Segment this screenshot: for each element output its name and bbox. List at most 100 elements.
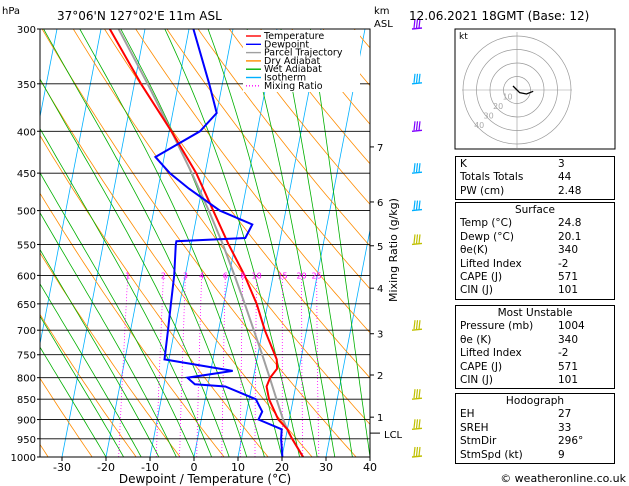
legend-entry: Dewpoint: [264, 39, 309, 50]
credit: © weatheronline.co.uk: [500, 472, 626, 485]
dry-adiabat-line: [72, 29, 370, 425]
temperature-tick-label: -30: [53, 461, 71, 474]
pressure-tick-label: 950: [17, 435, 36, 446]
wet-adiabat-line: [79, 29, 265, 457]
pressure-tick-label: 650: [17, 300, 36, 311]
wind-barb-flag: [413, 234, 416, 244]
mixing-ratio-line: [254, 275, 257, 457]
wind-barb-flag: [418, 234, 421, 244]
unstable-row: Pressure (mb) 1004: [460, 320, 585, 333]
wet-adiabat-line: [207, 29, 318, 457]
mixing-ratio-label: 20: [296, 271, 306, 280]
wind-barb-flag: [413, 163, 416, 173]
hodograph-ring-label: 40: [474, 121, 484, 130]
hodograph-ring-label: 20: [493, 102, 503, 111]
unstable-row: Lifted Index -2: [460, 347, 569, 360]
wet-adiabat-line: [246, 29, 336, 457]
wind-barb-flag: [415, 234, 419, 244]
pressure-tick-label: 400: [17, 127, 36, 138]
surface-row: θe(K) 340: [460, 244, 579, 257]
index-row-totals: Totals Totals 44: [460, 171, 572, 184]
wind-barb-staff: [411, 455, 423, 458]
temperature-tick-label: -20: [97, 461, 115, 474]
pressure-tick-label: 600: [17, 271, 36, 282]
km-tick-label: 6: [377, 198, 383, 209]
hpa-label: hPa: [2, 6, 20, 17]
wind-barb-flag: [415, 163, 419, 173]
wind-barb-flag: [413, 389, 416, 399]
dry-adiabat-line: [197, 29, 370, 247]
hodograph-ring-label: 10: [502, 92, 512, 101]
hodo-row: SREH 33: [460, 421, 572, 434]
mixing-ratio-label: 8: [240, 271, 245, 280]
wind-barb-flag: [418, 73, 421, 83]
mixing-ratio-label: 10: [252, 271, 262, 280]
hodograph-table: Hodograph EH 27 SREH 33 StmDir 296° StmSpd …: [455, 393, 615, 464]
surface-row: Lifted Index -2: [460, 257, 569, 270]
wind-barb-flag: [415, 419, 419, 429]
mixing-ratio-label: 2: [161, 271, 166, 280]
pressure-tick-label: 550: [17, 240, 36, 251]
temperature-tick-label: 30: [319, 461, 333, 474]
wind-barb-staff: [411, 242, 423, 246]
surface-table: Surface Temp (°C) 24.8 Dewp (°C) 20.1 θe(K…: [455, 202, 615, 300]
location-title: 37°06'N 127°02'E 11m ASL: [57, 9, 222, 23]
wind-barb-staff: [411, 397, 423, 400]
pressure-tick-label: 850: [17, 395, 36, 406]
wind-barb-flag: [415, 446, 419, 457]
wind-barb-staff: [411, 427, 423, 430]
wind-barb-flag: [413, 320, 416, 330]
wind-barb-staff: [411, 208, 423, 212]
km-label: km: [374, 6, 390, 17]
parcel-trajectory-line: [117, 29, 304, 457]
hodograph-title: Hodograph: [505, 395, 565, 407]
pressure-tick-label: 750: [17, 351, 36, 362]
hodograph-trace: [512, 85, 534, 95]
mixing-ratio-line: [118, 275, 129, 457]
surface-row: Dewp (°C) 20.1: [460, 230, 582, 243]
km-tick-label: 5: [377, 242, 383, 253]
wind-barb-flag: [415, 121, 419, 131]
pressure-tick-label: 800: [17, 374, 36, 385]
wind-barb-staff: [411, 27, 423, 30]
wind-barb-flag: [415, 73, 419, 83]
temperature-tick-label: 0: [191, 461, 198, 474]
legend-entry: Temperature: [263, 31, 324, 42]
wind-barb-flag: [413, 200, 416, 210]
km-tick-label: 2: [377, 371, 383, 382]
km-tick-label: 4: [377, 284, 383, 295]
mixing-ratio-label: 4: [199, 271, 204, 280]
temperature-line: [108, 29, 304, 457]
pressure-tick-label: 700: [17, 326, 36, 337]
surface-row: CAPE (J) 571: [460, 270, 579, 283]
mixing-ratio-line: [196, 275, 203, 457]
mixing-ratio-line: [155, 275, 164, 457]
isotherm-line: [193, 29, 278, 457]
mixing-ratio-label: 3: [183, 271, 188, 280]
index-row-pw: PW (cm) 2.48: [460, 184, 582, 197]
wind-barb-flag: [418, 121, 421, 131]
wind-barb-flag: [415, 200, 419, 210]
lcl-label: LCL: [384, 430, 403, 441]
mixing-ratio-line: [316, 275, 320, 457]
isotherm-line: [237, 29, 322, 457]
hodo-row: EH 27: [460, 408, 572, 421]
legend-entry: Wet Adiabat: [264, 64, 322, 75]
isotherm-line: [149, 29, 234, 457]
unstable-row: CAPE (J) 571: [460, 360, 579, 373]
hodograph-frame: [454, 28, 616, 150]
legend-entry: Dry Adiabat: [264, 56, 321, 67]
plot-frame: [39, 28, 371, 458]
dry-adiabat-line: [41, 29, 357, 457]
wind-barb-flag: [418, 200, 421, 210]
wind-barb-flag: [413, 73, 416, 83]
datetime-title: 12.06.2021 18GMT (Base: 12): [409, 9, 589, 23]
hodo-row: StmDir 296°: [460, 435, 584, 448]
mixing-ratio-label: 1: [125, 271, 130, 280]
dry-adiabat-line: [40, 313, 137, 457]
dry-adiabat-line: [260, 29, 370, 165]
mixing-ratio-label: 15: [277, 271, 287, 280]
mixing-ratio-line: [221, 275, 226, 457]
